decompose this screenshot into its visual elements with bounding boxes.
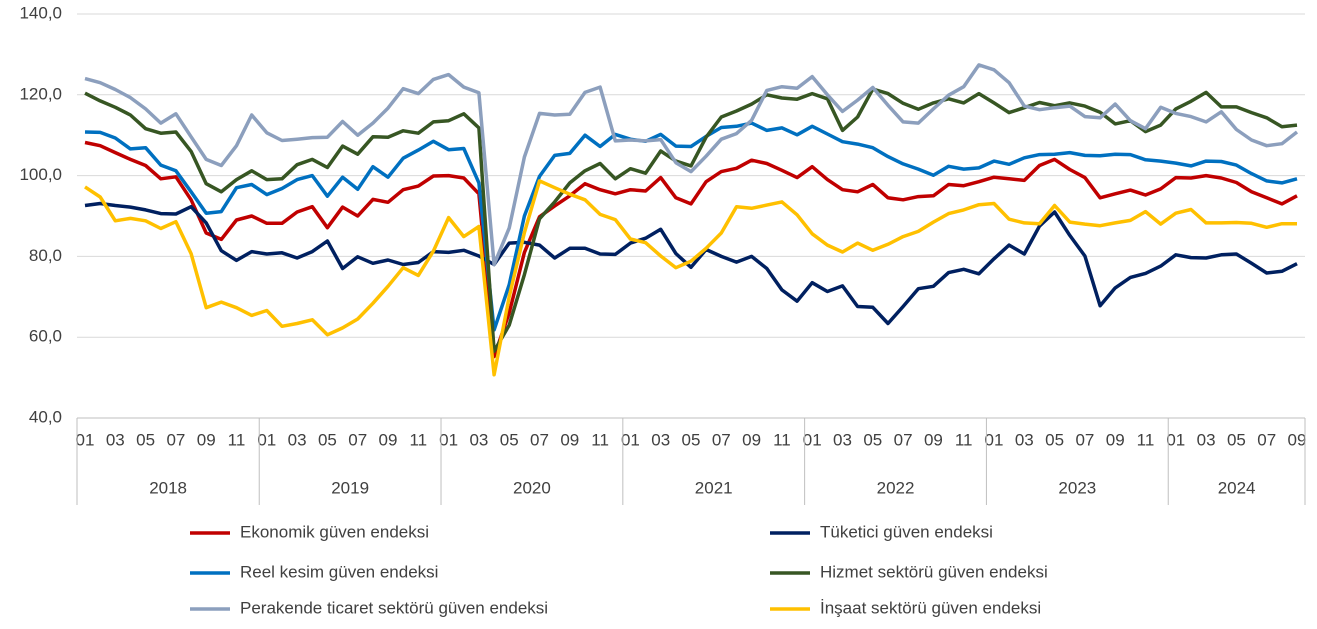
x-tick-label: 07	[166, 430, 185, 449]
x-tick-label: 09	[379, 430, 398, 449]
legend-label: Hizmet sektörü güven endeksi	[820, 562, 1048, 581]
x-tick-label: 11	[955, 430, 973, 449]
x-tick-label: 11	[1137, 430, 1155, 449]
x-tick-label: 07	[712, 430, 731, 449]
y-tick-label: 120,0	[19, 84, 62, 103]
year-label: 2024	[1218, 478, 1256, 497]
x-tick-label: 09	[1106, 430, 1125, 449]
year-label: 2022	[877, 478, 915, 497]
x-tick-label: 01	[985, 430, 1004, 449]
x-tick-label: 05	[318, 430, 337, 449]
x-tick-label: 09	[197, 430, 216, 449]
x-tick-label: 11	[773, 430, 791, 449]
year-label: 2018	[149, 478, 187, 497]
x-tick-label: 01	[257, 430, 276, 449]
legend-label: Reel kesim güven endeksi	[240, 562, 438, 581]
x-tick-label: 05	[863, 430, 882, 449]
year-label: 2020	[513, 478, 551, 497]
y-tick-label: 40,0	[29, 407, 62, 426]
x-tick-label: 05	[1045, 430, 1064, 449]
series-line	[84, 121, 1298, 332]
x-tick-label: 03	[833, 430, 852, 449]
series-line	[84, 63, 1299, 267]
x-tick-label: 07	[348, 430, 367, 449]
x-tick-label: 11	[228, 430, 246, 449]
x-tick-label: 01	[1166, 430, 1185, 449]
y-tick-label: 100,0	[19, 165, 62, 184]
x-tick-label: 05	[682, 430, 701, 449]
x-tick-label: 05	[136, 430, 155, 449]
year-label: 2019	[331, 478, 369, 497]
x-tick-label: 05	[1227, 430, 1246, 449]
legend-label: İnşaat sektörü güven endeksi	[820, 598, 1041, 617]
y-tick-label: 140,0	[19, 3, 62, 22]
x-tick-label: 01	[621, 430, 640, 449]
series-line	[84, 201, 1298, 326]
x-tick-label: 03	[469, 430, 488, 449]
x-tick-label: 07	[894, 430, 913, 449]
series-line	[84, 179, 1297, 377]
x-tick-label: 01	[803, 430, 822, 449]
y-tick-label: 80,0	[29, 246, 62, 265]
x-tick-label: 09	[742, 430, 761, 449]
legend-label: Ekonomik güven endeksi	[240, 522, 429, 541]
x-tick-label: 09	[1288, 430, 1307, 449]
y-tick-label: 60,0	[29, 327, 62, 346]
x-tick-label: 05	[500, 430, 519, 449]
x-tick-label: 11	[409, 430, 427, 449]
x-tick-label: 11	[591, 430, 609, 449]
x-tick-label: 03	[651, 430, 670, 449]
series-line	[84, 140, 1298, 359]
x-tick-label: 03	[106, 430, 125, 449]
series-line	[84, 87, 1298, 354]
x-tick-label: 01	[439, 430, 458, 449]
legend-label: Perakende ticaret sektörü güven endeksi	[240, 598, 548, 617]
x-tick-label: 03	[288, 430, 307, 449]
x-tick-label: 07	[1257, 430, 1276, 449]
x-tick-label: 03	[1197, 430, 1216, 449]
x-tick-label: 09	[560, 430, 579, 449]
x-tick-label: 03	[1015, 430, 1034, 449]
x-tick-label: 07	[530, 430, 549, 449]
year-label: 2021	[695, 478, 733, 497]
legend-label: Tüketici güven endeksi	[820, 522, 993, 541]
x-tick-label: 07	[1075, 430, 1094, 449]
x-tick-label: 09	[924, 430, 943, 449]
year-label: 2023	[1058, 478, 1096, 497]
x-tick-label: 01	[76, 430, 95, 449]
